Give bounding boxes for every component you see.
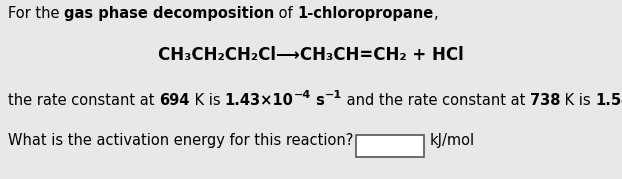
Text: the rate constant at: the rate constant at bbox=[8, 93, 159, 108]
Text: 738: 738 bbox=[530, 93, 560, 108]
Text: of: of bbox=[274, 6, 297, 21]
Text: s: s bbox=[311, 93, 325, 108]
Text: K is: K is bbox=[190, 93, 225, 108]
Text: 1.54×10: 1.54×10 bbox=[596, 93, 622, 108]
Text: gas phase decomposition: gas phase decomposition bbox=[64, 6, 274, 21]
Text: −1: −1 bbox=[325, 91, 342, 100]
Text: CH₃CH₂CH₂Cl⟶CH₃CH=CH₂ + HCl: CH₃CH₂CH₂Cl⟶CH₃CH=CH₂ + HCl bbox=[158, 46, 464, 64]
Text: ,: , bbox=[434, 6, 439, 21]
Bar bbox=[356, 135, 424, 157]
Text: 1-chloropropane: 1-chloropropane bbox=[297, 6, 434, 21]
Text: kJ/mol: kJ/mol bbox=[429, 133, 475, 148]
Text: What is the activation energy for this reaction?: What is the activation energy for this r… bbox=[8, 133, 353, 148]
Text: 694: 694 bbox=[159, 93, 190, 108]
Text: −4: −4 bbox=[294, 91, 311, 100]
Text: For the: For the bbox=[8, 6, 64, 21]
Text: K is: K is bbox=[560, 93, 596, 108]
Text: and the rate constant at: and the rate constant at bbox=[342, 93, 530, 108]
Text: 1.43×10: 1.43×10 bbox=[225, 93, 294, 108]
